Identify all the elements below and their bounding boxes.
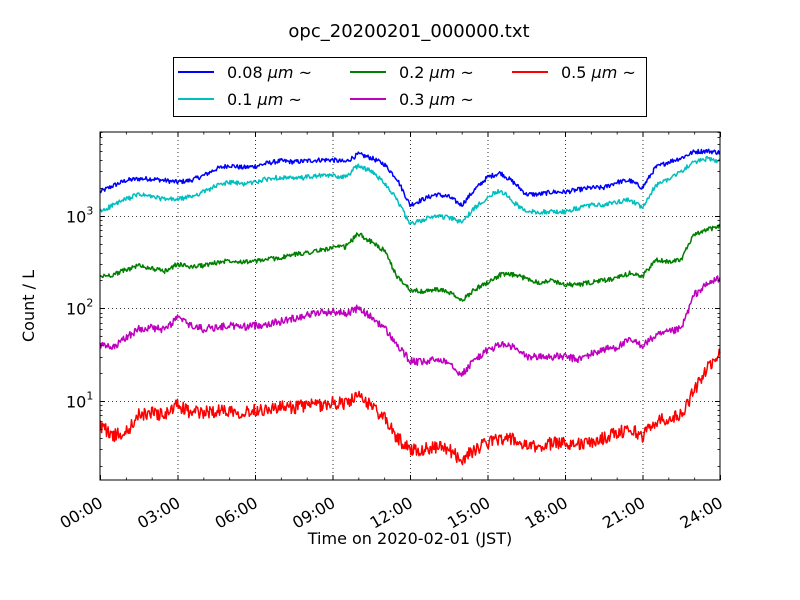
legend-label: 0.3 μm ~ (399, 90, 474, 109)
y-tick-labels: 101 102 103 (66, 205, 93, 412)
legend-label: 0.1 μm ~ (227, 90, 302, 109)
legend-label: 0.5 μm ~ (561, 63, 636, 82)
series-group (99, 148, 721, 466)
series-line-0_5 (99, 348, 721, 466)
series-line-0_2 (99, 223, 721, 302)
grid (100, 132, 720, 480)
series-line-0_08 (99, 148, 721, 208)
legend-label: 0.08 μm ~ (227, 63, 312, 82)
x-axis-label: Time on 2020-02-01 (JST) (307, 529, 512, 548)
series-line-0_3 (99, 275, 721, 377)
chart-title: opc_20200201_000000.txt (288, 21, 529, 42)
y-tick-label: 103 (66, 205, 93, 227)
y-axis-label: Count / L (19, 270, 38, 342)
legend-frame (173, 57, 647, 117)
legend: 0.08 μm ~ 0.1 μm ~ 0.2 μm ~ 0.3 μm ~ 0.5 μm … (173, 57, 647, 117)
series-line-0_1 (99, 155, 721, 226)
ticks (100, 132, 721, 480)
y-tick-label: 102 (66, 297, 93, 319)
legend-label: 0.2 μm ~ (399, 63, 474, 82)
y-tick-label: 101 (66, 390, 93, 412)
